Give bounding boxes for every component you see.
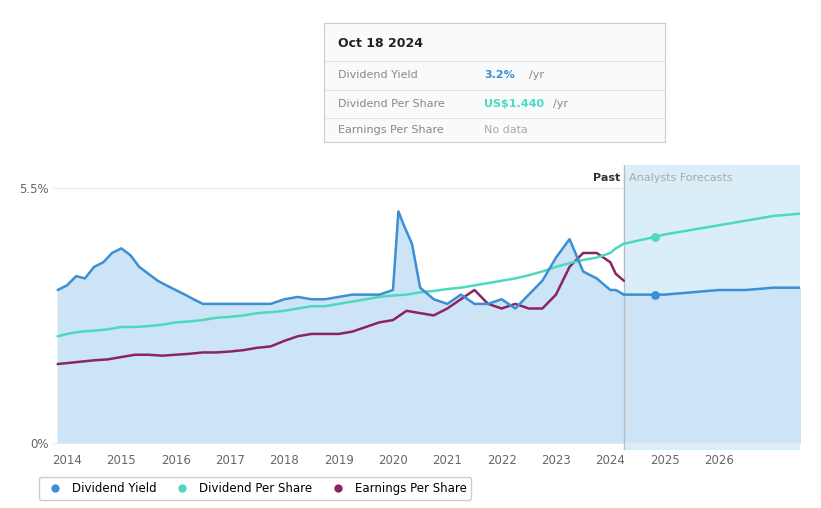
Legend: Dividend Yield, Dividend Per Share, Earnings Per Share: Dividend Yield, Dividend Per Share, Earn… bbox=[39, 477, 471, 499]
Text: US$1.440: US$1.440 bbox=[484, 99, 544, 109]
Text: Past: Past bbox=[594, 173, 621, 183]
Text: Dividend Yield: Dividend Yield bbox=[338, 71, 418, 80]
Point bbox=[649, 233, 662, 241]
Text: Oct 18 2024: Oct 18 2024 bbox=[338, 37, 423, 50]
Text: No data: No data bbox=[484, 125, 528, 135]
Bar bbox=[624, 165, 800, 450]
Text: Dividend Per Share: Dividend Per Share bbox=[338, 99, 445, 109]
Text: 3.2%: 3.2% bbox=[484, 71, 516, 80]
Text: /yr: /yr bbox=[529, 71, 544, 80]
Text: Analysts Forecasts: Analysts Forecasts bbox=[630, 173, 733, 183]
Point bbox=[649, 291, 662, 299]
Text: /yr: /yr bbox=[553, 99, 567, 109]
Text: Earnings Per Share: Earnings Per Share bbox=[338, 125, 443, 135]
